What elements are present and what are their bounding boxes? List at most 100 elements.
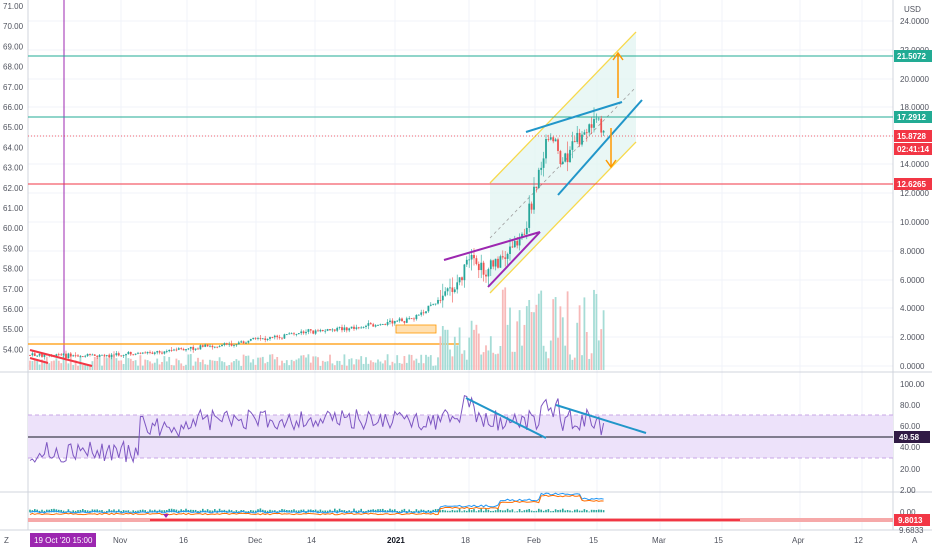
candle-body — [235, 344, 238, 346]
red-trendline-1[interactable] — [29, 349, 93, 367]
macd-hist-bar — [70, 511, 72, 513]
volume-bar — [278, 365, 281, 370]
macd-hist-bar — [451, 509, 454, 513]
volume-bar — [321, 360, 324, 370]
candle-body — [230, 343, 233, 346]
macd-hist-bar — [168, 508, 170, 513]
rsi-tick-label: 100.00 — [900, 380, 925, 389]
volume-bar — [360, 356, 363, 370]
triangle-lower-line[interactable] — [487, 231, 541, 288]
candle-body — [144, 352, 147, 354]
candle-body — [367, 323, 370, 326]
volume-bar — [96, 357, 99, 370]
volume-bar — [518, 310, 521, 370]
macd-hist-bar — [442, 509, 444, 513]
candle-body — [36, 355, 39, 357]
volume-bar — [170, 364, 173, 370]
candle-body — [65, 353, 67, 359]
volume-bar — [290, 359, 293, 370]
price-badge-label: 21.5072 — [897, 52, 926, 61]
rsi-divergence-line-2[interactable] — [555, 404, 647, 434]
volume-bar — [417, 362, 420, 370]
candle-body — [396, 320, 399, 322]
macd-hist-bar — [252, 510, 254, 513]
volume-bar — [115, 358, 118, 370]
macd-hist-bar — [578, 510, 581, 513]
volume-bar — [57, 360, 60, 370]
wedge-lower-line[interactable] — [557, 99, 643, 196]
macd-hist-bar — [317, 510, 319, 513]
red-trendline-2[interactable] — [29, 357, 49, 364]
candle-body — [163, 351, 166, 354]
candle-body — [446, 288, 449, 292]
rsi-value-badge: 49.58 — [894, 431, 930, 443]
volume-bar — [504, 287, 507, 370]
candle-body — [429, 304, 432, 306]
macd-hist-bar — [175, 509, 178, 513]
volume-bar — [276, 356, 279, 370]
volume-bar — [216, 360, 219, 370]
volume-bar — [341, 364, 343, 370]
candle-body — [161, 352, 163, 354]
auto-scale-toggle[interactable]: A — [912, 536, 918, 545]
candle-body — [278, 337, 281, 338]
volume-bar — [533, 312, 535, 370]
candle-body — [57, 354, 60, 356]
candle-body — [360, 327, 363, 329]
volume-bar — [60, 363, 63, 370]
macd-hist-bar — [382, 508, 384, 513]
macd-hist-bar — [410, 511, 413, 513]
macd-hist-bar — [170, 508, 173, 513]
rsi-tick-label: 20.00 — [900, 465, 921, 474]
candle-body — [213, 346, 216, 348]
candle-body — [497, 258, 499, 268]
candle-body — [513, 240, 516, 248]
volume-bar — [348, 359, 351, 370]
volume-bar — [468, 337, 471, 370]
highlight-box[interactable] — [395, 324, 437, 334]
channel-upper-line[interactable] — [489, 31, 637, 184]
macd-hist-bar — [144, 510, 146, 513]
candle-body — [206, 344, 209, 347]
candle-body — [125, 354, 127, 356]
candle-body — [393, 320, 396, 324]
macd-histogram — [29, 508, 605, 513]
candle-body — [413, 318, 415, 320]
macd-hist-bar — [199, 510, 202, 513]
candle-body — [384, 324, 387, 325]
svg-text:9.8013: 9.8013 — [898, 516, 923, 525]
price-badge-label: 17.2912 — [897, 113, 926, 122]
macd-hist-bar — [564, 510, 566, 513]
time-axis-label: 12 — [854, 536, 863, 545]
macd-hist-bar — [444, 510, 446, 513]
volume-bar — [281, 360, 283, 370]
volume-bar — [230, 362, 233, 370]
candle-body — [549, 137, 552, 140]
macd-hist-bar — [41, 509, 43, 513]
volume-bar — [153, 362, 156, 370]
volume-bar — [288, 365, 291, 370]
volume-bar — [113, 356, 115, 370]
macd-hist-bar — [576, 509, 578, 513]
candle-body — [266, 338, 269, 340]
macd-hist-bar — [254, 510, 257, 513]
candle-body — [600, 118, 603, 133]
candle-body — [528, 203, 531, 228]
macd-hist-bar — [216, 510, 218, 513]
triangle-upper-line[interactable] — [443, 231, 541, 261]
rsi-divergence-line-1[interactable] — [465, 397, 547, 439]
volume-bar — [521, 345, 523, 370]
candle-body — [300, 331, 303, 334]
left-tick-label: 54.00 — [3, 345, 24, 354]
candle-body — [271, 337, 274, 338]
macd-hist-bar — [233, 511, 235, 513]
candle-body — [288, 333, 291, 335]
macd-hist-bar — [329, 509, 331, 513]
zoom-toggle-icon[interactable]: Z — [4, 536, 9, 545]
volume-bar — [509, 307, 511, 370]
wedge-upper-line[interactable] — [525, 101, 623, 133]
volume-bar — [261, 356, 264, 370]
candle-body — [566, 153, 569, 163]
volume-bar — [158, 364, 161, 370]
